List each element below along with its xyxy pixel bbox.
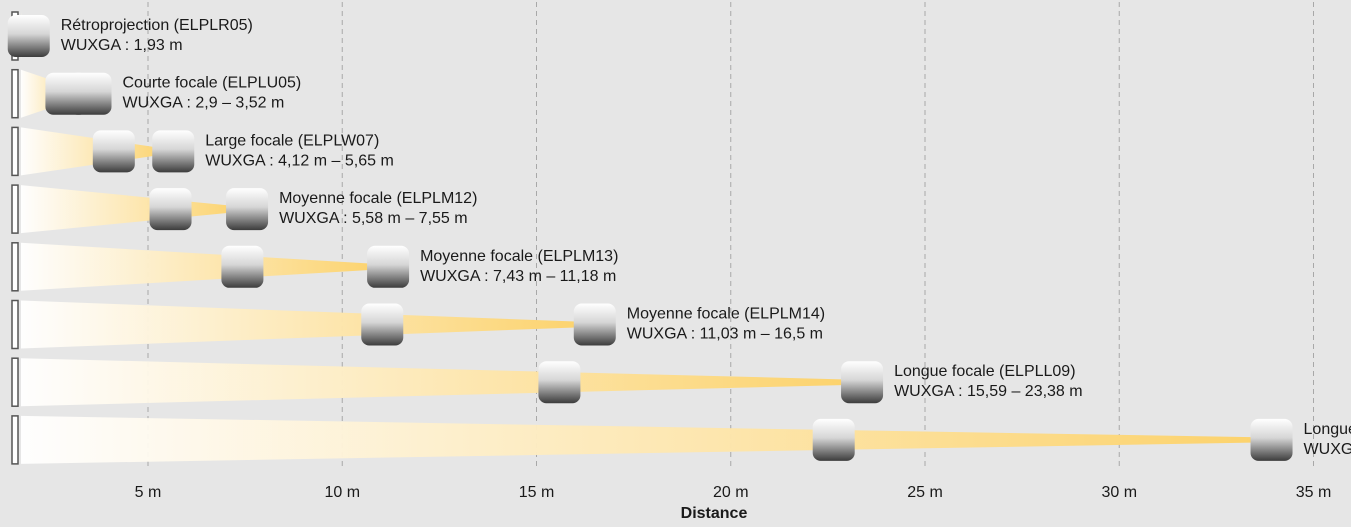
screen-bar — [11, 184, 19, 234]
lens-name-label: Rétroprojection (ELPLR05) — [61, 17, 253, 34]
lens-name-label: Longue focale (ELPLL09) — [894, 363, 1075, 380]
screen-bar — [11, 357, 19, 407]
lens-row: Longue focale (ELPLL10) WUXGA : 22,65 – 3… — [11, 415, 1351, 465]
projector-max-marker — [1250, 418, 1293, 461]
projector-max-marker — [573, 303, 616, 346]
lens-range-label: WUXGA : 11,03 m – 16,5 m — [627, 326, 823, 343]
projector-min-marker — [149, 188, 192, 231]
lens-name-label: Moyenne focale (ELPLM14) — [627, 306, 825, 323]
x-tick-label-30: 30 m — [1101, 484, 1137, 501]
x-tick-label-35: 35 m — [1296, 484, 1332, 501]
projector-min-marker — [812, 418, 855, 461]
projector-max-marker — [69, 72, 112, 115]
lens-range-label: WUXGA : 2,9 – 3,52 m — [123, 95, 285, 112]
x-tick-label-25: 25 m — [907, 484, 943, 501]
lens-row: Longue focale (ELPLL09) WUXGA : 15,59 – 2… — [11, 357, 1083, 407]
lens-row: Courte focale (ELPLU05) WUXGA : 2,9 – 3,5… — [11, 68, 302, 119]
projector-min-marker — [7, 15, 50, 57]
x-tick-label-5: 5 m — [135, 484, 162, 501]
screen-bar — [11, 299, 19, 350]
projector-max-marker — [367, 245, 410, 288]
beam-range-6 — [21, 358, 857, 407]
screen-bar — [11, 68, 19, 119]
grid-lines — [147, 2, 1314, 470]
lens-range-label: WUXGA : 4,12 m – 5,65 m — [205, 152, 394, 169]
x-tick-label-15: 15 m — [519, 484, 555, 501]
projector-max-marker — [226, 188, 269, 231]
beam-range-4 — [21, 242, 383, 291]
lens-name-label: Courte focale (ELPLU05) — [123, 75, 302, 92]
lens-range-label: WUXGA : 15,59 – 23,38 m — [894, 383, 1083, 400]
screen-bar — [11, 415, 19, 465]
x-tick-label-20: 20 m — [713, 484, 749, 501]
lens-rows: Rétroprojection (ELPLR05) WUXGA : 1,93 m C… — [7, 11, 1351, 465]
lens-name-label: Moyenne focale (ELPLM13) — [420, 248, 618, 265]
screen-bar — [11, 242, 19, 292]
lens-row: Moyenne focale (ELPLM14) WUXGA : 11,03 m … — [11, 299, 825, 350]
lens-row: Rétroprojection (ELPLR05) WUXGA : 1,93 m — [7, 11, 253, 61]
lens-row: Moyenne focale (ELPLM12) WUXGA : 5,58 m –… — [11, 184, 477, 234]
lens-row: Large focale (ELPLW07) WUXGA : 4,12 m – 5… — [11, 126, 394, 177]
x-tick-label-10: 10 m — [324, 484, 360, 501]
lens-range-label: WUXGA : 5,58 m – 7,55 m — [279, 210, 468, 227]
projector-max-marker — [152, 130, 195, 173]
lens-name-label: Large focale (ELPLW07) — [205, 132, 379, 149]
lens-range-label: WUXGA : 22,65 – 33,92 m — [1304, 441, 1351, 458]
lens-range-label: WUXGA : 7,43 m – 11,18 m — [420, 268, 616, 285]
x-axis: Distance 5 m 10 m 15 m 20 m 25 m 30 m 35 m — [135, 484, 1332, 522]
beam-range-5 — [21, 300, 589, 349]
lens-name-label: Longue focale (ELPLL10) — [1304, 421, 1351, 438]
lens-name-label: Moyenne focale (ELPLM12) — [279, 190, 477, 207]
beam-range-7 — [21, 415, 1266, 464]
projector-min-marker — [221, 245, 264, 288]
screen-bar — [11, 126, 19, 177]
x-axis-title: Distance — [681, 505, 748, 522]
projector-max-marker — [841, 361, 884, 404]
projector-min-marker — [538, 361, 581, 404]
lens-row: Moyenne focale (ELPLM13) WUXGA : 7,43 m –… — [11, 242, 618, 292]
projector-min-marker — [92, 130, 135, 173]
beam-range-3 — [21, 185, 242, 234]
projector-min-marker — [361, 303, 404, 346]
lens-range-label: WUXGA : 1,93 m — [61, 37, 183, 54]
